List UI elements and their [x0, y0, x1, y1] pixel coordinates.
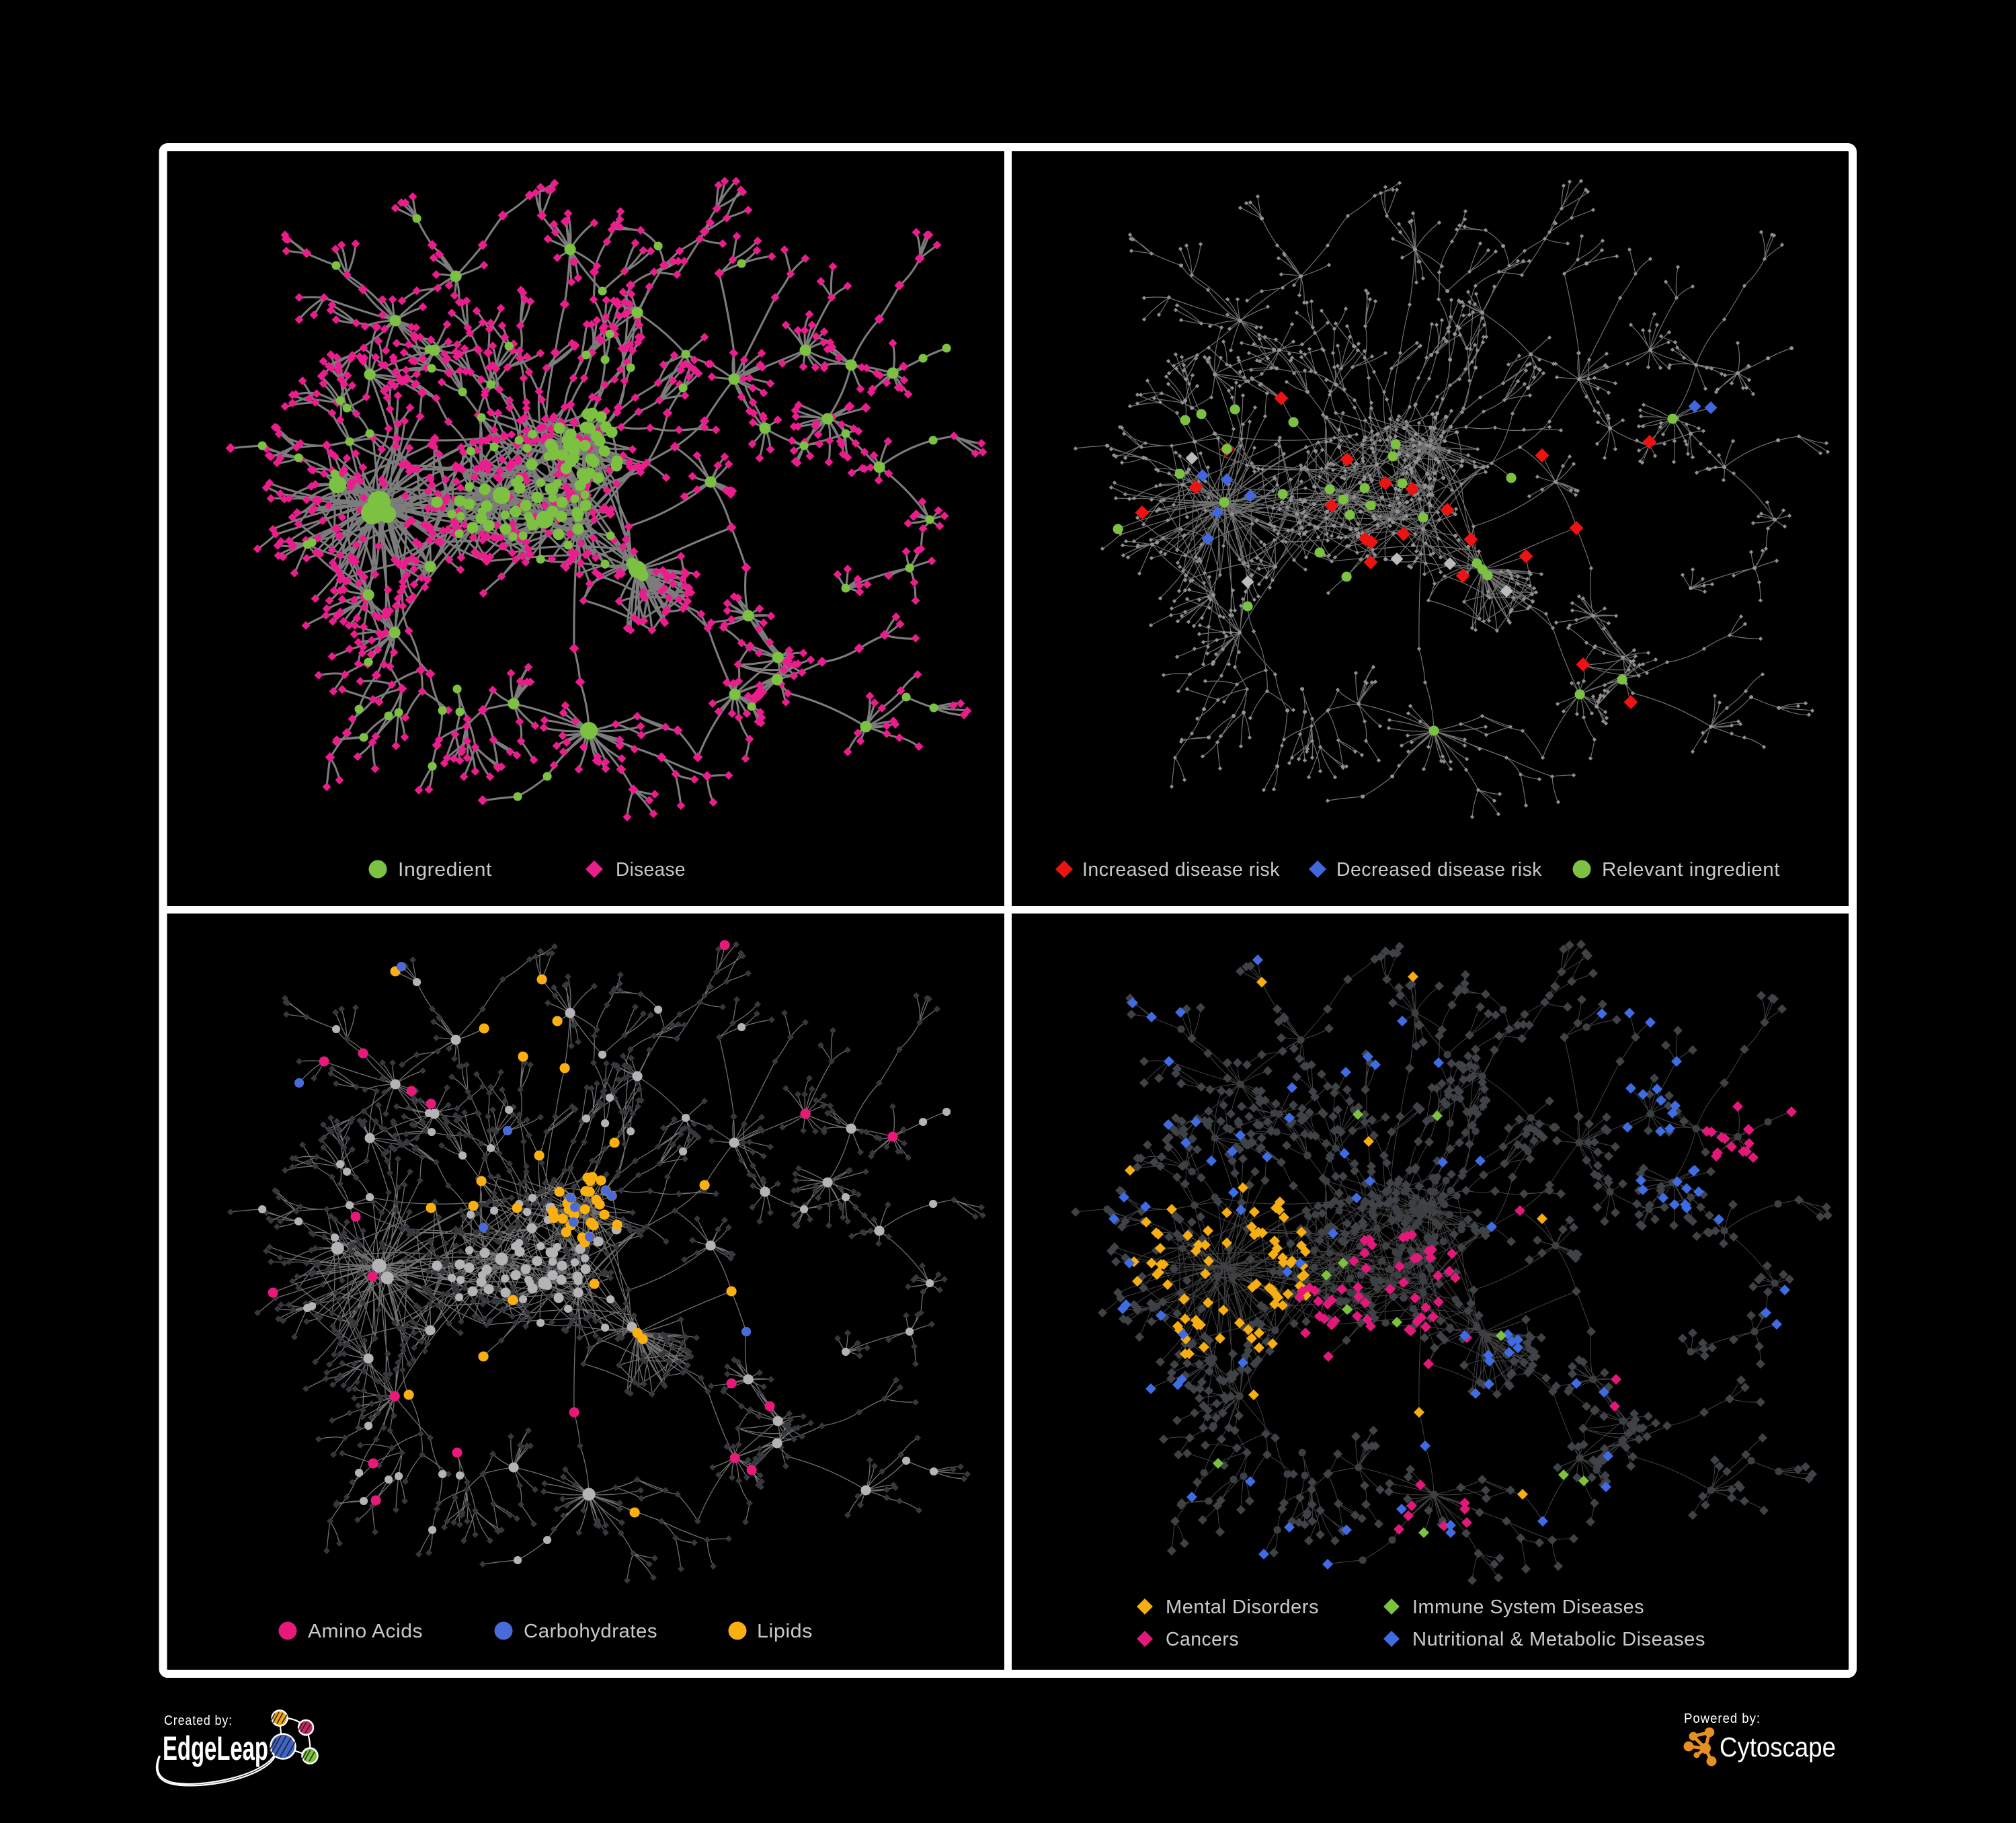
- svg-text:Cytoscape: Cytoscape: [1720, 1732, 1836, 1763]
- svg-text:Created by:: Created by:: [164, 1713, 233, 1728]
- svg-text:Cancers: Cancers: [1166, 1629, 1239, 1650]
- svg-text:Decreased disease risk: Decreased disease risk: [1336, 859, 1542, 881]
- svg-text:Carbohydrates: Carbohydrates: [524, 1621, 657, 1642]
- svg-text:Lipids: Lipids: [757, 1621, 813, 1642]
- svg-text:Amino Acids: Amino Acids: [308, 1621, 423, 1642]
- svg-text:Ingredient: Ingredient: [398, 859, 492, 881]
- svg-text:Increased disease risk: Increased disease risk: [1082, 859, 1280, 881]
- svg-text:Powered by:: Powered by:: [1684, 1711, 1761, 1726]
- svg-text:Immune System Diseases: Immune System Diseases: [1412, 1596, 1644, 1618]
- svg-text:Mental Disorders: Mental Disorders: [1166, 1596, 1319, 1618]
- svg-text:Relevant ingredient: Relevant ingredient: [1602, 859, 1780, 881]
- svg-text:Disease: Disease: [616, 859, 686, 881]
- svg-text:Nutritional & Metabolic Diseas: Nutritional & Metabolic Diseases: [1412, 1629, 1705, 1650]
- svg-text:EdgeLeap: EdgeLeap: [163, 1730, 268, 1767]
